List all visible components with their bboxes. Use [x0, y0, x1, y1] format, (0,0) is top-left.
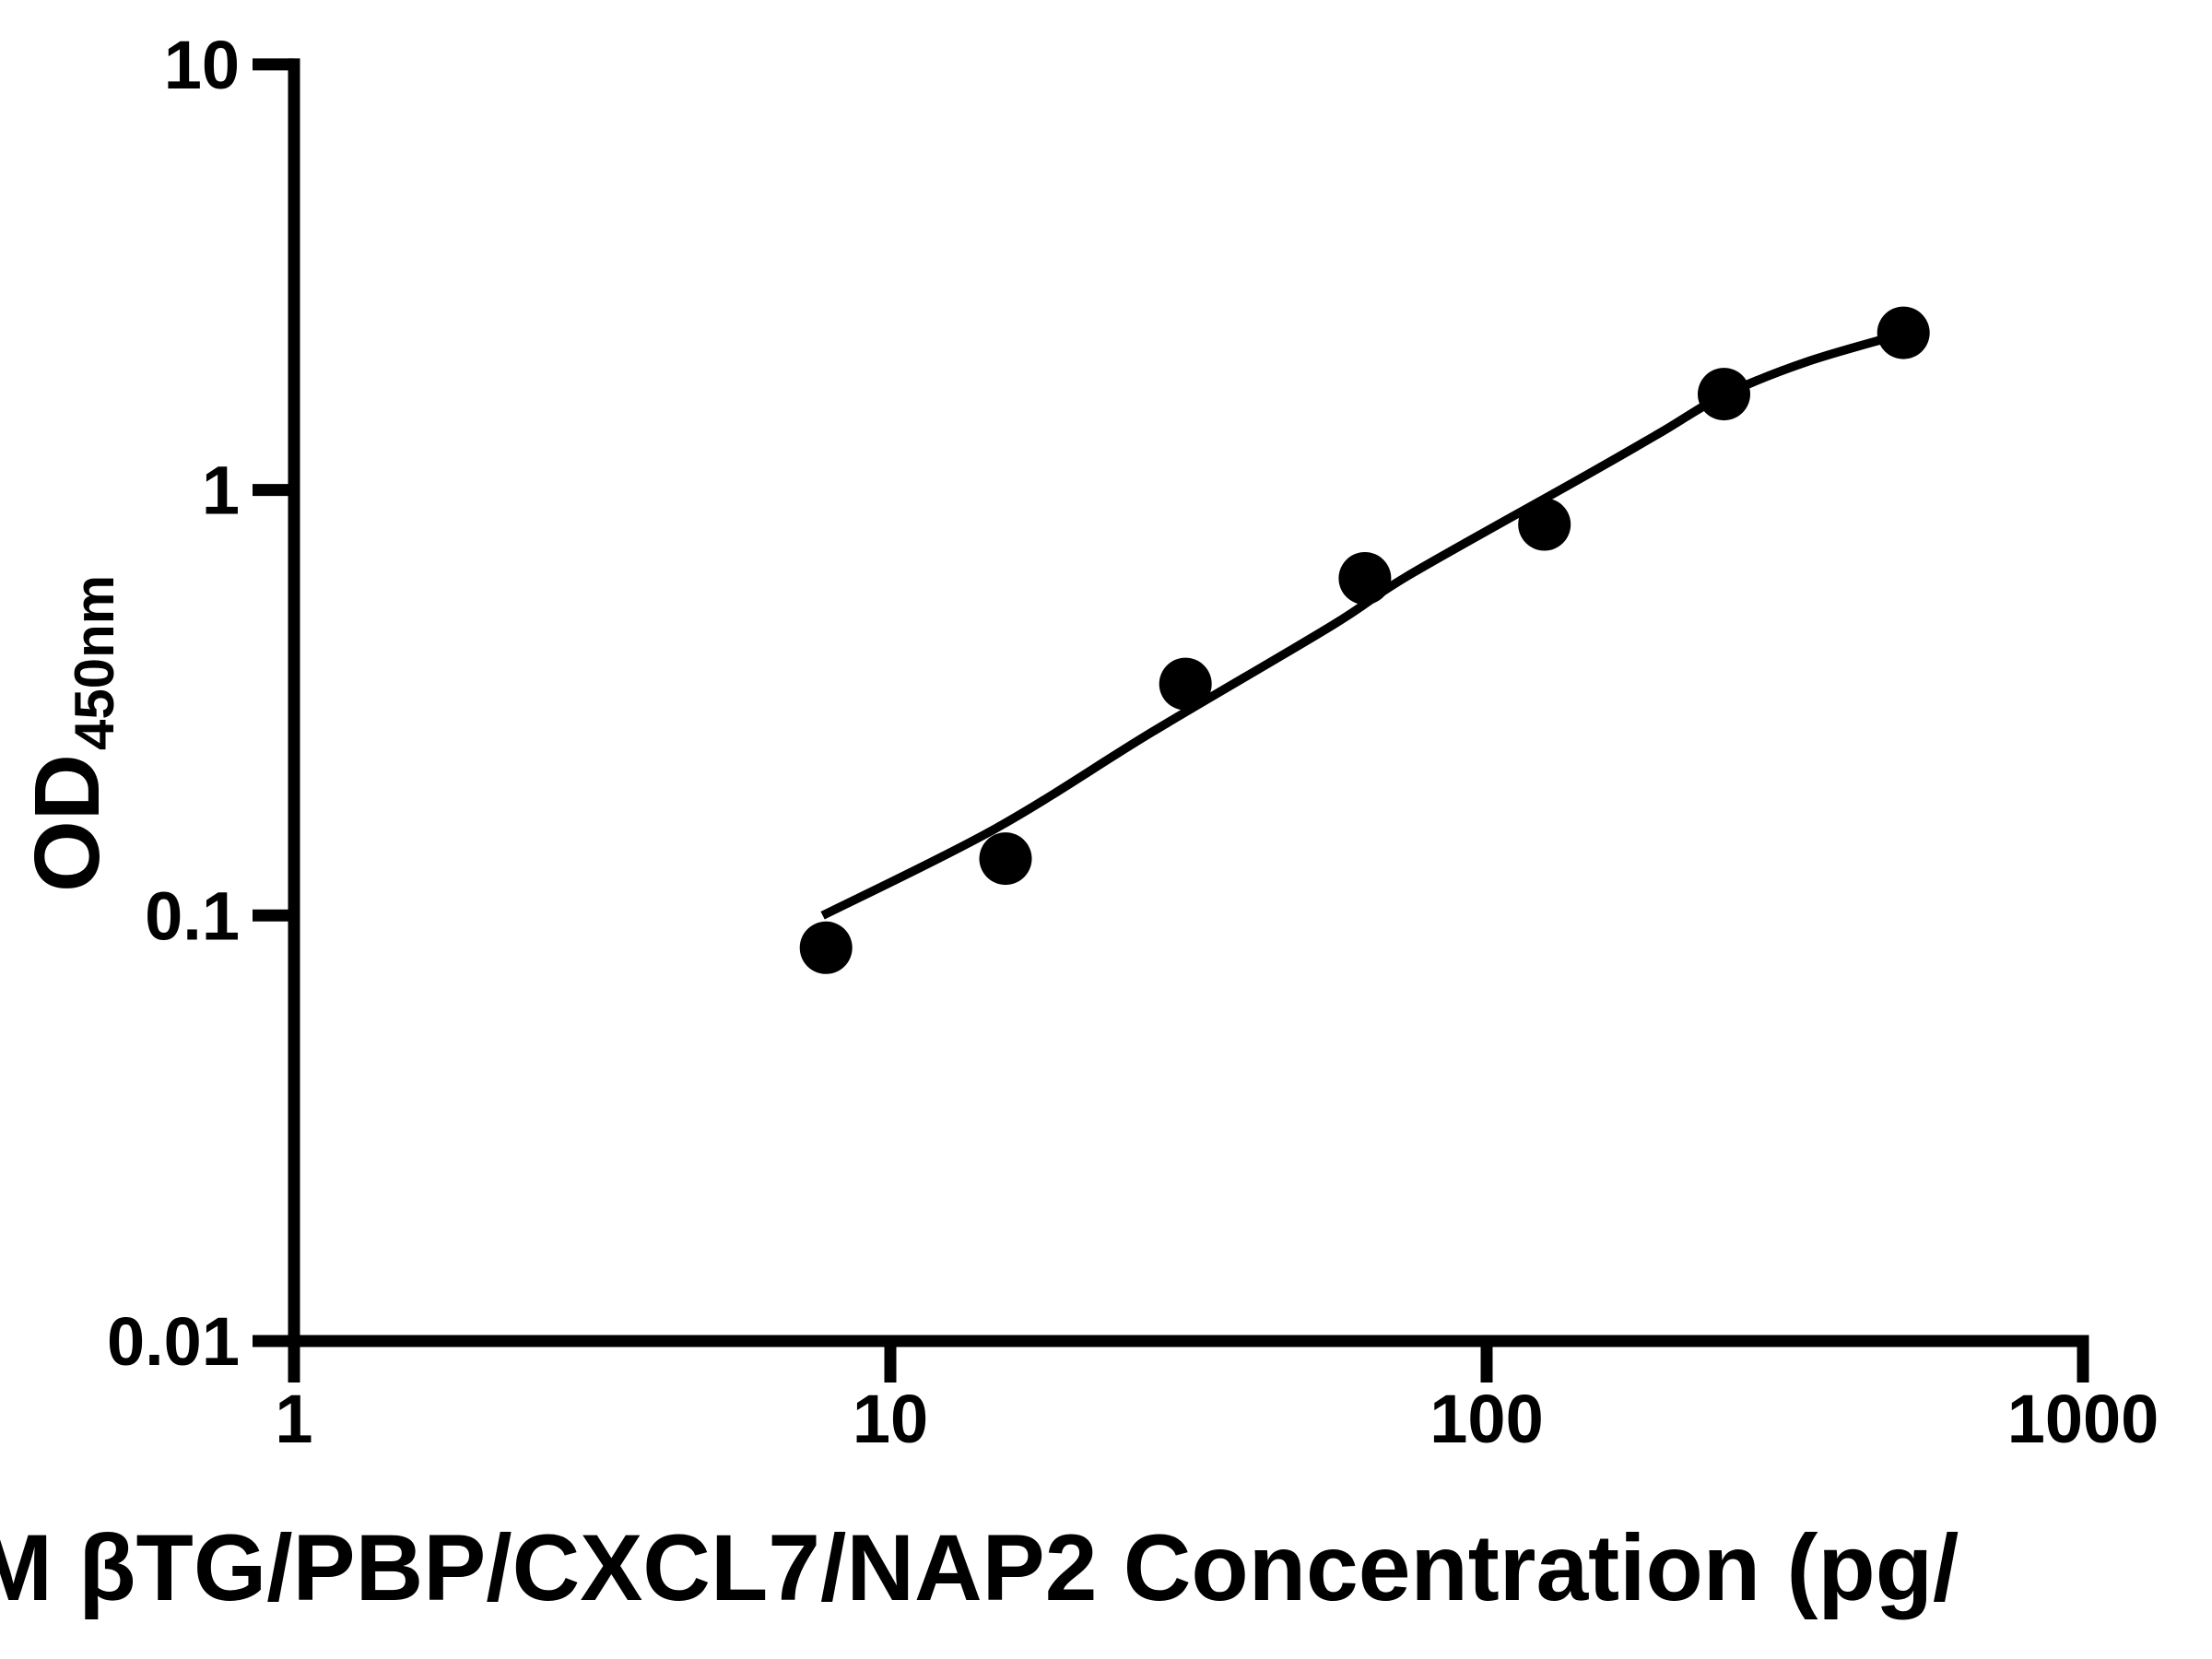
axes-layer: 10 1 0.1 0.01 1 10 100 1000 [107, 27, 2159, 1457]
data-point [1698, 368, 1750, 421]
x-tick-label: 10 [853, 1381, 928, 1457]
y-tick-label: 0.01 [107, 1303, 240, 1380]
x-tick-label: 1 [275, 1381, 312, 1457]
y-axis-title: OD450nm [16, 575, 125, 892]
x-tick-label: 100 [1430, 1381, 1543, 1457]
data-point [979, 832, 1032, 886]
x-axis-title: M βTG/PBP/CXCL7/NAP2 Concentration (pg/ [0, 1515, 1959, 1620]
y-tick-label: 1 [202, 453, 240, 529]
y-tick-label: 10 [164, 27, 240, 103]
data-point [1159, 657, 1212, 711]
data-point [1877, 306, 1930, 359]
y-axis-title-main: OD [16, 754, 119, 892]
data-point [1338, 552, 1392, 605]
y-tick-label: 0.1 [145, 877, 240, 954]
y-axis-title-subscript: 450nm [64, 575, 125, 750]
x-tick-label: 1000 [2007, 1381, 2159, 1457]
plot-layer [799, 306, 1930, 974]
data-point [1518, 498, 1571, 551]
fit-curve [820, 329, 1905, 920]
data-point [799, 921, 853, 974]
